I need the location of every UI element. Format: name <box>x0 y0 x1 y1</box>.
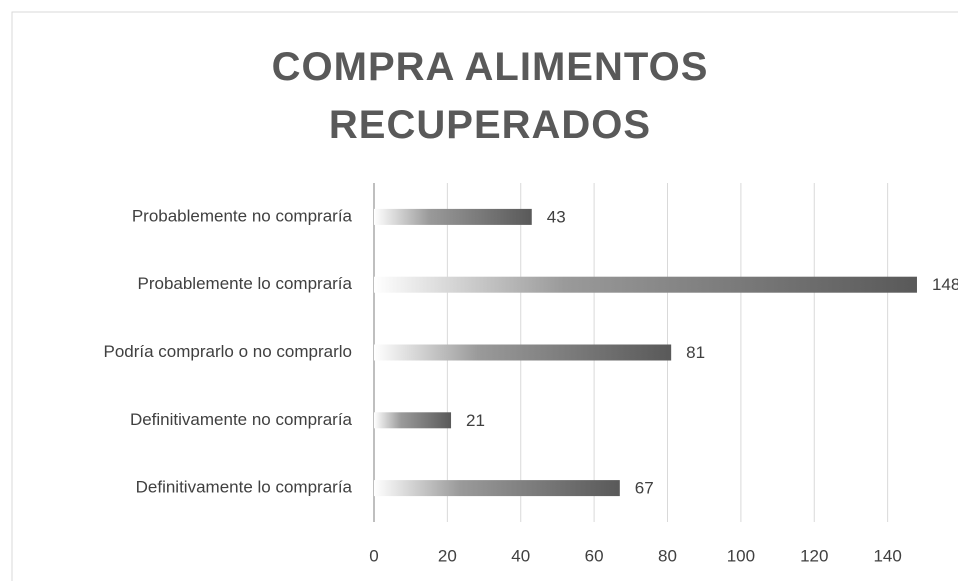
x-tick-label: 80 <box>658 546 677 565</box>
y-tick-label: Podría comprarlo o no comprarlo <box>103 342 352 361</box>
y-tick-label: Definitivamente no compraría <box>130 410 353 429</box>
y-tick-label: Definitivamente lo compraría <box>136 478 353 497</box>
bar <box>374 344 672 361</box>
chart-border <box>11 11 958 581</box>
bar <box>374 276 917 293</box>
data-label: 81 <box>686 343 705 362</box>
bar <box>374 480 620 497</box>
x-tick-label: 40 <box>511 546 530 565</box>
data-label: 67 <box>635 479 654 498</box>
x-tick-label: 60 <box>585 546 604 565</box>
y-tick-label: Probablemente no compraría <box>132 206 353 225</box>
chart-title: COMPRA ALIMENTOS RECUPERADOS <box>271 45 709 147</box>
data-label: 43 <box>547 207 566 226</box>
data-label: 21 <box>466 411 485 430</box>
x-tick-label: 0 <box>369 546 378 565</box>
bar <box>374 208 532 225</box>
x-tick-label: 120 <box>800 546 828 565</box>
data-label: 148 <box>932 275 958 294</box>
bar <box>374 412 452 429</box>
x-tick-label: 20 <box>438 546 457 565</box>
x-tick-label: 100 <box>727 546 755 565</box>
y-tick-label: Probablemente lo compraría <box>137 274 352 293</box>
x-tick-label: 140 <box>873 546 901 565</box>
